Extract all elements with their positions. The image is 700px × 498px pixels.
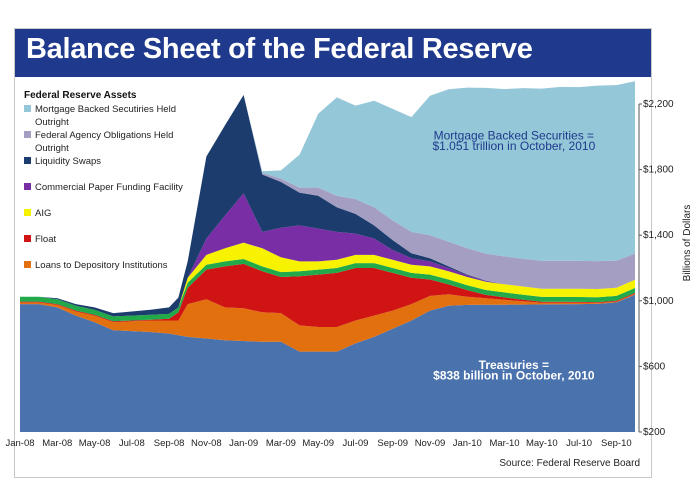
y-axis-label: Billions of Dollars [682,205,693,282]
legend-label: Federal Agency Obligations Held [35,130,173,141]
x-tick-label: Mar-10 [489,438,519,449]
title-band [15,29,651,77]
annotation-text: $1.051 trillion in October, 2010 [432,139,595,153]
legend-label: AIG [35,208,51,219]
x-tick-label: Jul-08 [119,438,145,449]
legend-label: Outright [35,117,69,128]
y-tick-label: $2,200 [643,99,674,110]
legend-swatch [24,209,31,216]
y-tick-label: $1,000 [643,296,674,307]
x-tick-label: Sep-09 [377,438,408,449]
legend: Federal Reserve Assets Mortgage Backed Se… [24,90,183,271]
x-tick-label: Nov-08 [191,438,222,449]
legend-label: Liquidity Swaps [35,156,101,167]
x-tick-label: Nov-09 [415,438,446,449]
x-tick-label: Sep-10 [601,438,632,449]
x-tick-label: May-10 [526,438,558,449]
x-tick-label: Sep-08 [154,438,185,449]
legend-label: Outright [35,143,69,154]
legend-swatch [24,157,31,164]
x-tick-label: Mar-08 [42,438,72,449]
x-tick-label: Jan-09 [229,438,258,449]
x-tick-label: Jan-08 [5,438,34,449]
legend-swatch [24,261,31,268]
legend-swatch [24,235,31,242]
area-federal-agency-obligations-held-outright [20,95,635,314]
legend-label: Mortgage Backed Secutiries Held [35,104,176,115]
y-tick-label: $1,400 [643,230,674,241]
x-tick-label: Jul-09 [343,438,369,449]
area-layers [20,81,635,432]
legend-swatch [24,105,31,112]
legend-label: Loans to Depository Institutions [35,260,168,271]
annotation-text: $838 billion in October, 2010 [433,369,595,383]
legend-label: Commercial Paper Funding Facility [35,182,183,193]
x-tick-label: Jan-10 [453,438,482,449]
legend-label: Float [35,234,56,245]
annotation-text: Treasuries = [479,358,549,372]
x-tick-label: May-09 [302,438,334,449]
source-note: Source: Federal Reserve Board [499,458,640,469]
y-axis: $200 $600 $1,000 $1,400 $1,800 $2,200 Billions… [638,99,693,438]
area-mortgage-backed-securities-held-outright [20,81,635,314]
area-loans-to-depository-institutions [20,293,635,352]
annotations: Mortgage Backed Securities =$1.051 trill… [432,128,595,382]
x-tick-label: Mar-09 [266,438,296,449]
legend-swatch [24,183,31,190]
chart-title: Balance Sheet of the Federal Reserve [26,33,533,65]
area-green-band [20,259,635,322]
y-tick-label: $600 [643,361,666,372]
annotation-text: Mortgage Backed Securities = [434,128,594,142]
legend-title: Federal Reserve Assets [24,90,137,101]
area-treasuries [20,294,635,432]
area-commercial-paper-funding-facility [20,193,635,317]
area-float [20,263,635,327]
x-tick-label: Jul-10 [566,438,592,449]
x-axis: Jan-08 Mar-08 May-08 Jul-08 Sep-08 Nov-08 Jan-… [5,438,631,449]
y-tick-label: $1,800 [643,165,674,176]
y-tick-label: $200 [643,427,666,438]
x-tick-label: May-08 [79,438,111,449]
legend-swatch [24,131,31,138]
area-liquidity-swaps [20,95,635,317]
